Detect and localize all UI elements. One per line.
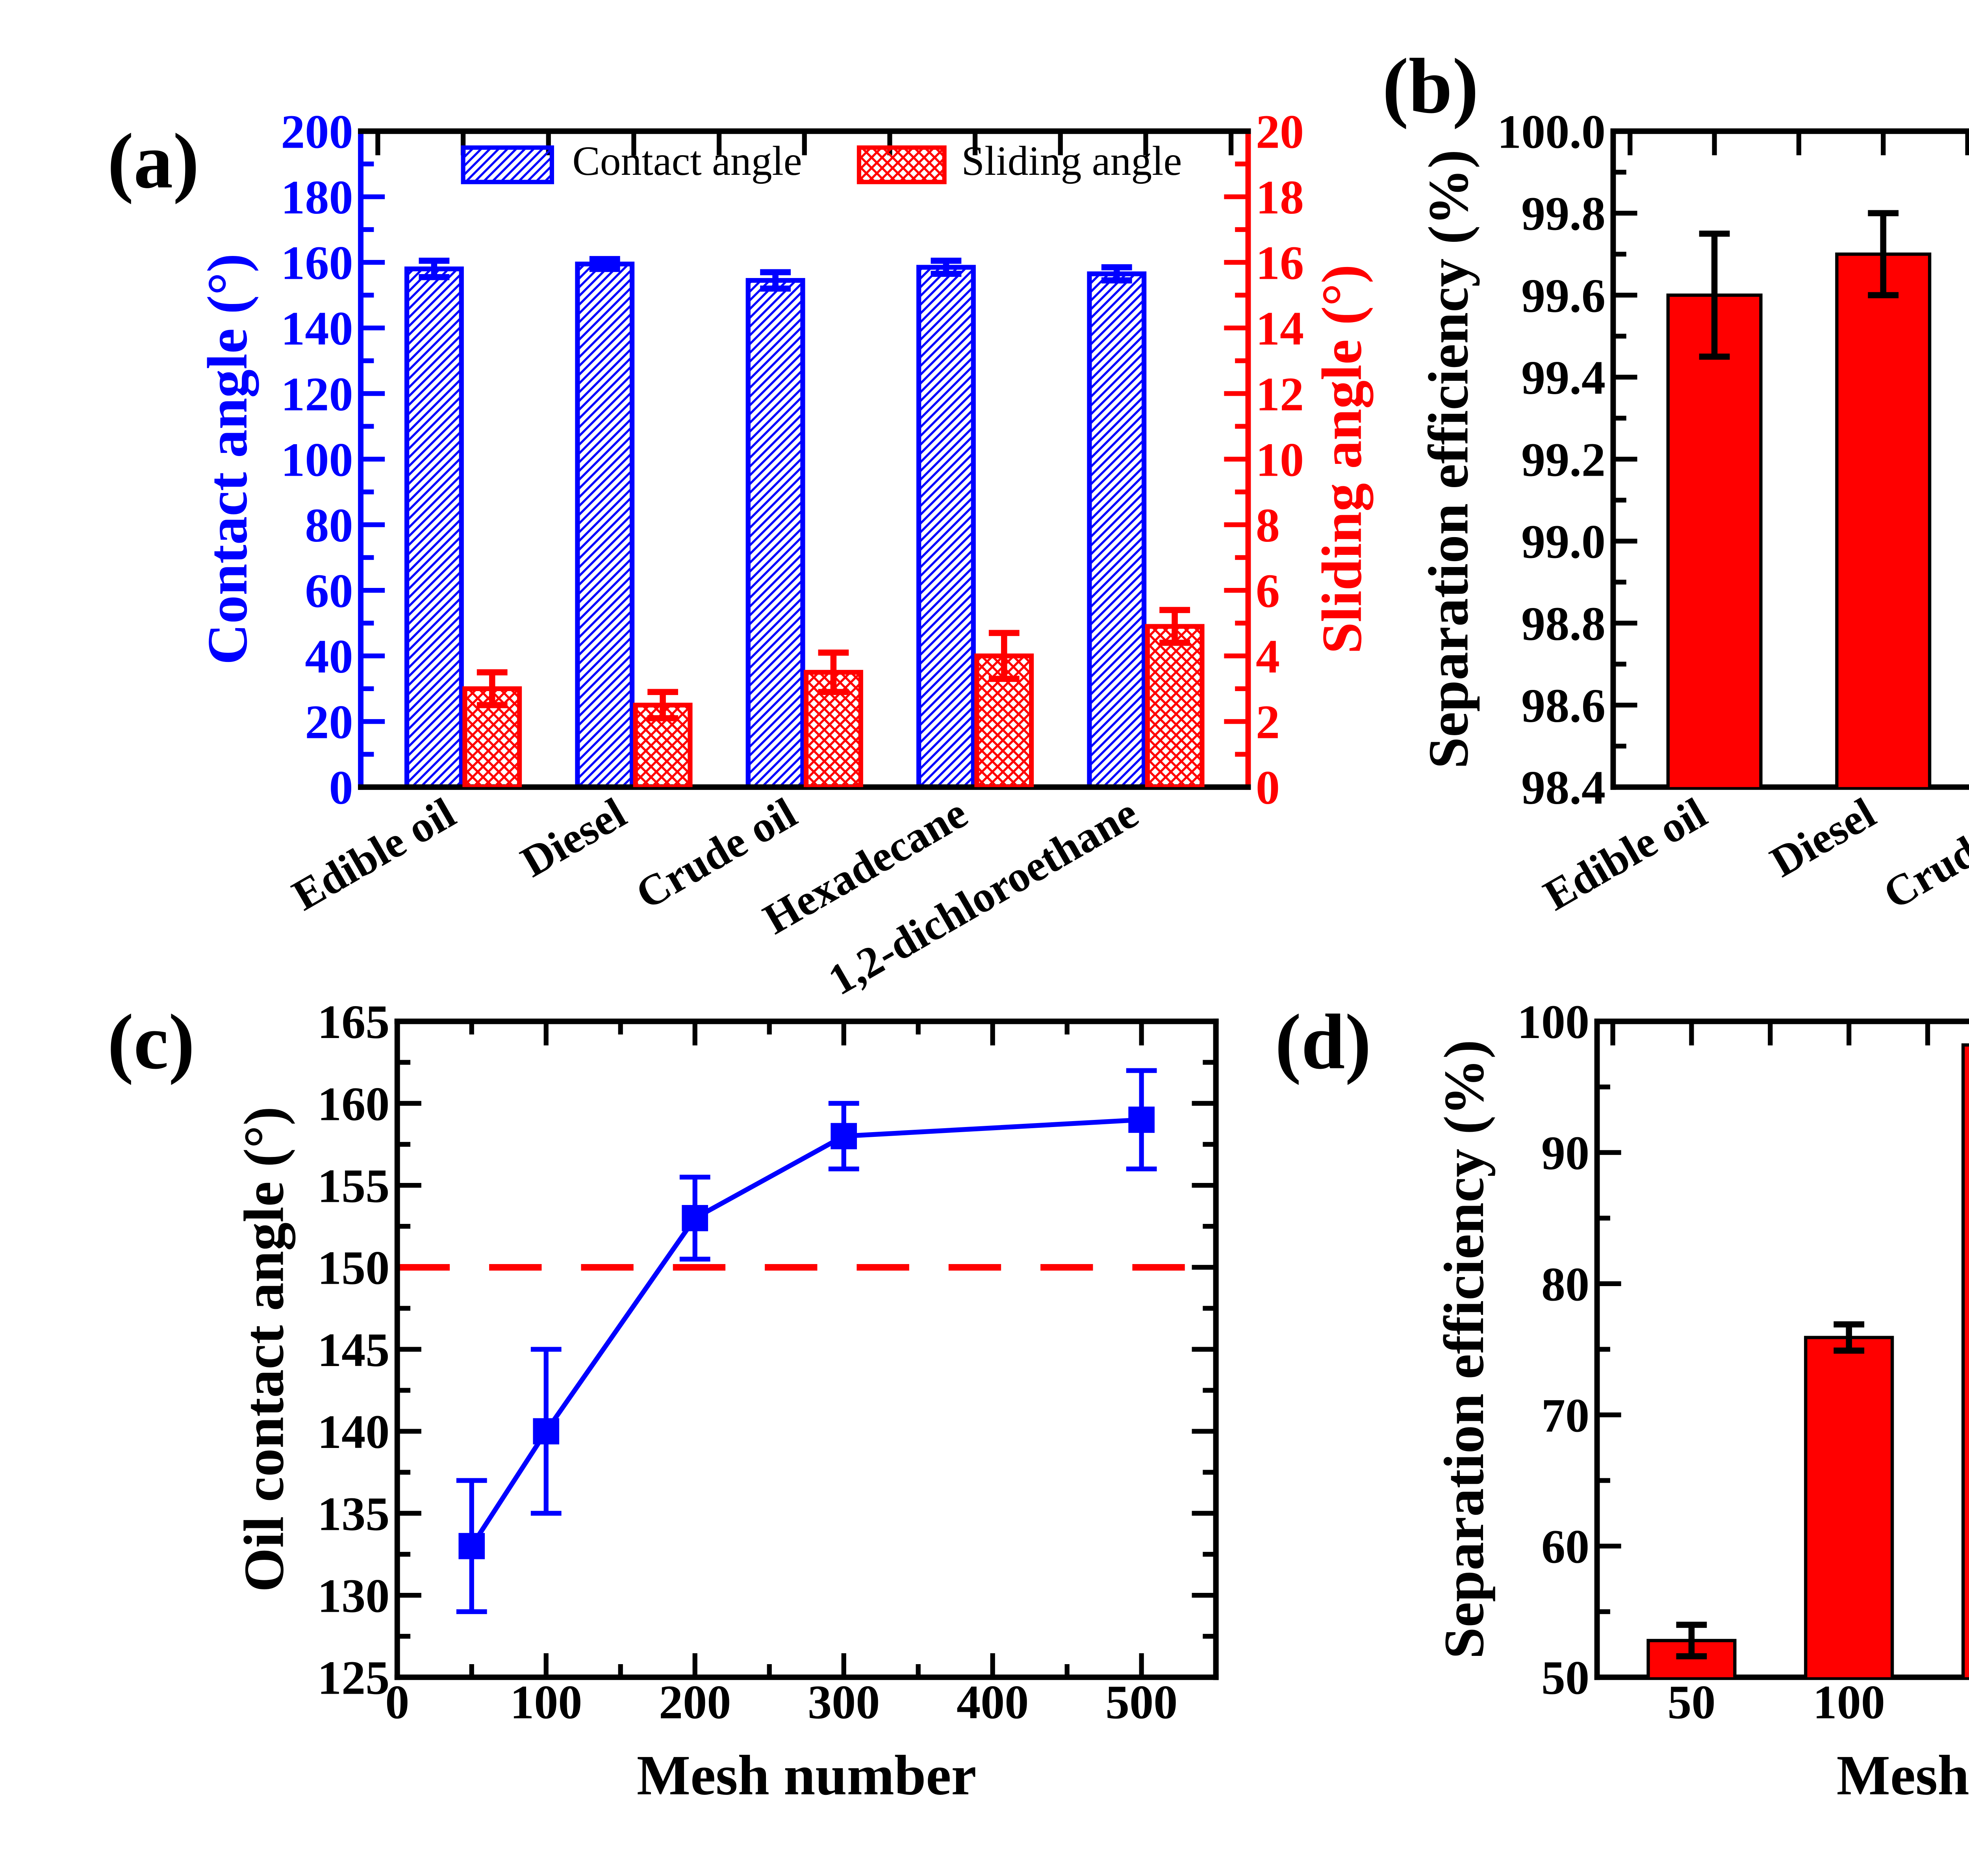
svg-text:60: 60	[1541, 1520, 1589, 1574]
svg-text:500: 500	[1105, 1676, 1177, 1729]
svg-text:Contact angle: Contact angle	[572, 138, 802, 184]
svg-text:14: 14	[1256, 302, 1304, 355]
svg-text:6: 6	[1256, 564, 1280, 617]
svg-text:100.0: 100.0	[1497, 106, 1606, 159]
svg-text:140: 140	[281, 302, 353, 355]
svg-text:40: 40	[305, 630, 353, 683]
svg-text:300: 300	[808, 1676, 880, 1729]
svg-text:16: 16	[1256, 237, 1304, 290]
svg-text:Sliding angle (°): Sliding angle (°)	[1311, 265, 1374, 654]
svg-text:Sliding angle: Sliding angle	[961, 138, 1182, 184]
svg-text:135: 135	[317, 1487, 389, 1540]
svg-text:4: 4	[1256, 630, 1280, 683]
svg-text:Separation efficiency (%): Separation efficiency (%)	[1433, 1040, 1496, 1659]
svg-text:Mesh number: Mesh number	[637, 1744, 977, 1807]
svg-text:2: 2	[1256, 696, 1280, 749]
svg-text:100: 100	[281, 433, 353, 486]
svg-text:(a): (a)	[108, 118, 199, 205]
svg-text:98.6: 98.6	[1521, 679, 1606, 732]
svg-text:99.2: 99.2	[1521, 433, 1606, 486]
svg-text:200: 200	[281, 106, 353, 159]
svg-text:18: 18	[1256, 171, 1304, 224]
svg-text:Oil contact angle (°): Oil contact angle (°)	[233, 1107, 296, 1592]
svg-text:(d): (d)	[1275, 999, 1371, 1086]
svg-text:99.4: 99.4	[1521, 351, 1606, 404]
svg-text:99.0: 99.0	[1521, 515, 1606, 569]
svg-text:80: 80	[305, 499, 353, 552]
svg-text:130: 130	[317, 1570, 389, 1623]
svg-text:20: 20	[305, 696, 353, 749]
svg-text:98.4: 98.4	[1521, 761, 1606, 814]
svg-text:60: 60	[305, 564, 353, 617]
svg-text:165: 165	[317, 995, 389, 1049]
svg-text:100: 100	[510, 1676, 582, 1729]
svg-text:(c): (c)	[108, 999, 195, 1086]
svg-text:12: 12	[1256, 368, 1304, 421]
svg-text:50: 50	[1541, 1652, 1589, 1705]
svg-text:400: 400	[957, 1676, 1029, 1729]
svg-text:125: 125	[317, 1652, 389, 1705]
svg-text:0: 0	[329, 761, 353, 814]
svg-text:160: 160	[281, 237, 353, 290]
svg-text:99.6: 99.6	[1521, 269, 1606, 323]
svg-text:180: 180	[281, 171, 353, 224]
svg-text:Contact angle (°): Contact angle (°)	[196, 254, 259, 665]
svg-text:160: 160	[317, 1077, 389, 1131]
svg-text:20: 20	[1256, 106, 1304, 159]
svg-text:99.8: 99.8	[1521, 187, 1606, 241]
svg-text:98.8: 98.8	[1521, 597, 1606, 651]
svg-text:100: 100	[1517, 995, 1589, 1049]
svg-text:80: 80	[1541, 1258, 1589, 1311]
svg-text:145: 145	[317, 1324, 389, 1377]
svg-text:Mesh number: Mesh number	[1837, 1744, 1969, 1807]
svg-text:8: 8	[1256, 499, 1280, 552]
svg-text:150: 150	[317, 1242, 389, 1295]
svg-text:200: 200	[659, 1676, 731, 1729]
svg-text:155: 155	[317, 1159, 389, 1212]
svg-text:10: 10	[1256, 433, 1304, 486]
svg-text:0: 0	[1256, 761, 1280, 814]
svg-text:50: 50	[1667, 1676, 1715, 1729]
svg-text:120: 120	[281, 368, 353, 421]
svg-text:70: 70	[1541, 1389, 1589, 1442]
svg-text:90: 90	[1541, 1127, 1589, 1180]
svg-text:140: 140	[317, 1405, 389, 1459]
svg-text:Separation efficiency (%): Separation efficiency (%)	[1417, 150, 1480, 769]
svg-text:100: 100	[1813, 1676, 1885, 1729]
svg-text:(b): (b)	[1382, 43, 1478, 130]
